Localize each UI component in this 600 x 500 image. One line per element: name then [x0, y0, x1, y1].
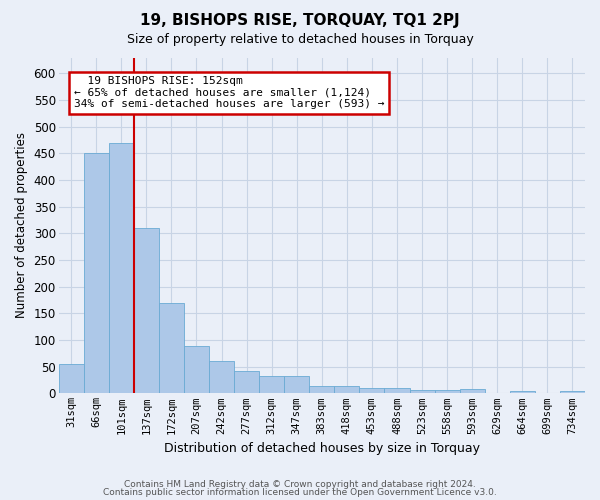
Text: Contains public sector information licensed under the Open Government Licence v3: Contains public sector information licen…	[103, 488, 497, 497]
Bar	[59, 364, 83, 394]
Bar	[560, 390, 585, 394]
Bar	[284, 376, 309, 394]
Bar	[510, 392, 535, 394]
Bar	[460, 389, 485, 394]
Bar	[109, 143, 134, 394]
Bar	[209, 362, 234, 394]
Text: Contains HM Land Registry data © Crown copyright and database right 2024.: Contains HM Land Registry data © Crown c…	[124, 480, 476, 489]
X-axis label: Distribution of detached houses by size in Torquay: Distribution of detached houses by size …	[164, 442, 480, 455]
Bar	[309, 386, 334, 394]
Bar	[334, 386, 359, 394]
Y-axis label: Number of detached properties: Number of detached properties	[15, 132, 28, 318]
Bar	[234, 371, 259, 394]
Text: Size of property relative to detached houses in Torquay: Size of property relative to detached ho…	[127, 32, 473, 46]
Bar	[134, 228, 159, 394]
Bar	[410, 390, 434, 394]
Bar	[434, 390, 460, 394]
Bar	[259, 376, 284, 394]
Bar	[83, 154, 109, 394]
Bar	[359, 388, 385, 394]
Text: 19, BISHOPS RISE, TORQUAY, TQ1 2PJ: 19, BISHOPS RISE, TORQUAY, TQ1 2PJ	[140, 12, 460, 28]
Bar	[385, 388, 410, 394]
Bar	[159, 303, 184, 394]
Text: 19 BISHOPS RISE: 152sqm
← 65% of detached houses are smaller (1,124)
34% of semi: 19 BISHOPS RISE: 152sqm ← 65% of detache…	[74, 76, 384, 110]
Bar	[184, 346, 209, 394]
